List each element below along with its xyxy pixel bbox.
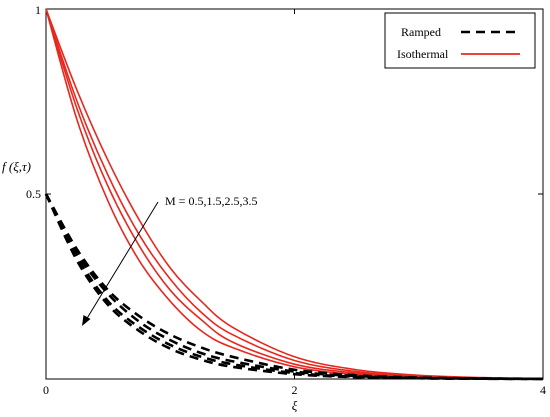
x-axis-label: ξ <box>292 398 298 413</box>
legend-label-isothermal: Isothermal <box>397 47 449 61</box>
y-tick-label-1: 1 <box>35 3 41 17</box>
series-line-ramped-6 <box>44 193 544 381</box>
series-line-ramped-4 <box>44 193 544 381</box>
y-axis-label: f (ξ,τ) <box>2 159 31 174</box>
x-tick-label-1: 2 <box>292 383 298 397</box>
series-line-ramped-7 <box>44 193 544 381</box>
legend-label-ramped: Ramped <box>401 25 441 39</box>
annotation-arrow-head <box>82 315 91 326</box>
annotation: M = 0.5,1.5,2.5,3.5 <box>82 194 257 326</box>
legend: Ramped Isothermal <box>384 12 536 69</box>
x-tick-label-0: 0 <box>43 383 49 397</box>
legend-box <box>384 12 536 69</box>
x-tick-label-2: 4 <box>540 383 546 397</box>
annotation-label: M = 0.5,1.5,2.5,3.5 <box>165 194 257 208</box>
y-tick-label-0: 0.5 <box>26 187 41 201</box>
series-line-ramped-5 <box>44 193 544 381</box>
annotation-arrow-line <box>85 201 159 321</box>
